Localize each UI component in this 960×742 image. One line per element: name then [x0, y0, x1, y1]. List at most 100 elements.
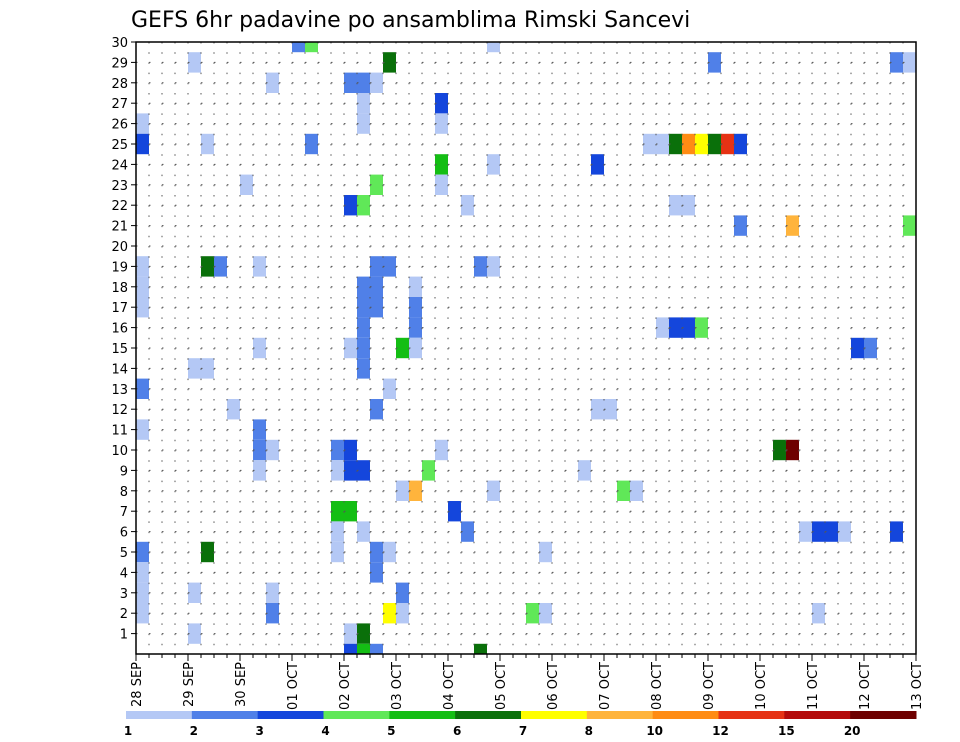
precip-cell: [253, 460, 266, 481]
precip-cell: [188, 358, 201, 379]
x-tick-label: 06 OCT: [546, 662, 561, 710]
precip-cell: [396, 603, 409, 624]
y-tick-label: 17: [111, 301, 128, 316]
precip-cell: [188, 52, 201, 73]
precip-cell: [422, 460, 435, 481]
x-tick-label: 01 OCT: [286, 662, 301, 710]
precip-cell: [136, 113, 149, 134]
precipitation-cells: [136, 42, 916, 654]
colorbar: 1 2 3 4 5 6 7 8 10 12 15 20: [124, 711, 917, 738]
y-tick-label: 7: [120, 505, 128, 520]
x-tick-label: 03 OCT: [390, 662, 405, 710]
precip-cell: [396, 582, 409, 603]
precip-cell: [136, 297, 149, 318]
y-tick-label: 6: [120, 526, 128, 541]
y-tick-label: 23: [111, 179, 128, 194]
precip-cell: [136, 419, 149, 440]
precip-cell: [305, 42, 318, 53]
precip-cell: [435, 174, 448, 195]
precip-cell: [370, 541, 383, 563]
x-tick-label: 05 OCT: [494, 662, 509, 710]
colorbar-swatch: [652, 711, 719, 719]
precip-cell: [474, 643, 487, 654]
precip-cell: [539, 541, 552, 563]
y-axis: 1234567891011121314151617181920212223242…: [111, 36, 136, 643]
y-tick-label: 12: [111, 403, 128, 418]
precip-cell: [604, 399, 617, 420]
precip-cell: [253, 419, 266, 440]
precip-cell: [461, 195, 474, 216]
y-tick-label: 22: [111, 199, 128, 214]
precip-cell: [734, 215, 747, 236]
precip-cell: [708, 133, 721, 155]
x-tick-label: 07 OCT: [598, 662, 613, 710]
precip-cell: [838, 521, 851, 542]
colorbar-swatch: [850, 711, 917, 719]
colorbar-label: 12: [712, 724, 729, 738]
precip-cell: [136, 378, 149, 399]
precip-cell: [344, 460, 357, 481]
precip-cell: [409, 337, 422, 359]
precip-cell: [669, 195, 682, 216]
precip-cell: [201, 256, 214, 277]
precip-cell: [370, 256, 383, 277]
precip-cell: [487, 42, 500, 53]
precip-cell: [617, 480, 630, 501]
x-tick-label: 13 OCT: [910, 662, 925, 710]
y-tick-label: 4: [120, 566, 128, 581]
precip-cell: [357, 72, 370, 93]
precip-cell: [201, 541, 214, 563]
precip-cell: [344, 501, 357, 522]
precip-cell: [331, 541, 344, 563]
x-tick-label: 11 OCT: [806, 662, 821, 710]
colorbar-label: 15: [778, 724, 795, 738]
y-tick-label: 15: [111, 342, 128, 357]
precip-cell: [136, 603, 149, 624]
precip-cell: [435, 154, 448, 175]
precip-cell: [370, 297, 383, 318]
precip-cell: [331, 460, 344, 481]
x-tick-label: 04 OCT: [442, 662, 457, 710]
y-tick-label: 24: [111, 158, 128, 173]
y-tick-label: 16: [111, 322, 128, 337]
precip-cell: [903, 52, 916, 73]
precip-cell: [656, 133, 669, 155]
precip-cell: [578, 460, 591, 481]
precip-cell: [305, 133, 318, 155]
precip-cell: [682, 133, 695, 155]
precip-cell: [825, 521, 838, 542]
precip-cell: [357, 93, 370, 114]
y-tick-label: 2: [120, 607, 128, 622]
precip-cell: [903, 215, 916, 236]
colorbar-label: 4: [321, 724, 329, 738]
precip-cell: [344, 623, 357, 644]
y-tick-label: 10: [111, 444, 128, 459]
precip-cell: [786, 215, 799, 236]
colorbar-label: 10: [646, 724, 663, 738]
precip-cell: [357, 460, 370, 481]
precip-cell: [188, 582, 201, 603]
precip-cell: [370, 399, 383, 420]
y-tick-label: 5: [120, 546, 128, 561]
precip-cell: [487, 480, 500, 501]
precip-cell: [526, 603, 539, 624]
precip-cell: [435, 93, 448, 114]
precip-cell: [227, 399, 240, 420]
y-tick-label: 26: [111, 118, 128, 133]
precip-cell: [357, 643, 370, 654]
precip-cell: [721, 133, 734, 155]
precip-cell: [331, 501, 344, 522]
precip-cell: [890, 521, 903, 542]
colorbar-swatch: [521, 711, 588, 719]
precip-cell: [357, 521, 370, 542]
y-tick-label: 13: [111, 383, 128, 398]
precip-cell: [695, 133, 708, 155]
colorbar-swatch: [257, 711, 324, 719]
precip-cell: [773, 439, 786, 461]
precip-cell: [344, 439, 357, 461]
y-tick-label: 3: [120, 587, 128, 602]
precip-cell: [136, 133, 149, 155]
precip-cell: [253, 337, 266, 359]
precip-cell: [799, 521, 812, 542]
